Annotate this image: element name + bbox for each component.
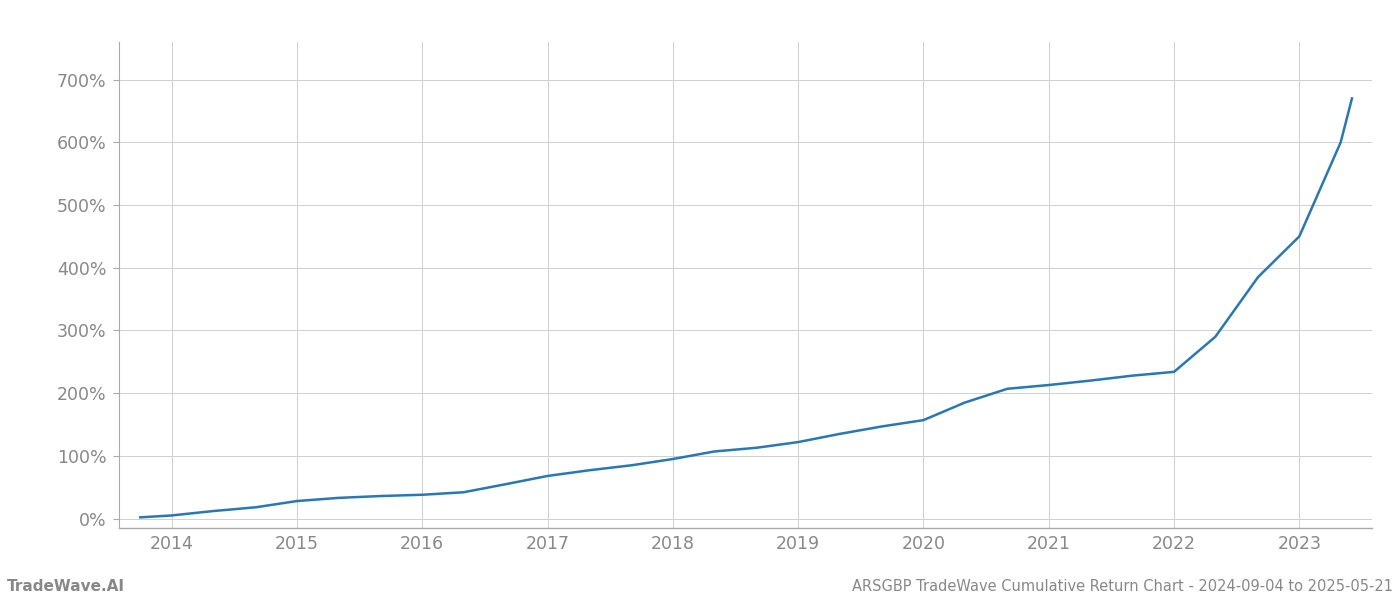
Text: TradeWave.AI: TradeWave.AI [7,579,125,594]
Text: ARSGBP TradeWave Cumulative Return Chart - 2024-09-04 to 2025-05-21: ARSGBP TradeWave Cumulative Return Chart… [853,579,1393,594]
